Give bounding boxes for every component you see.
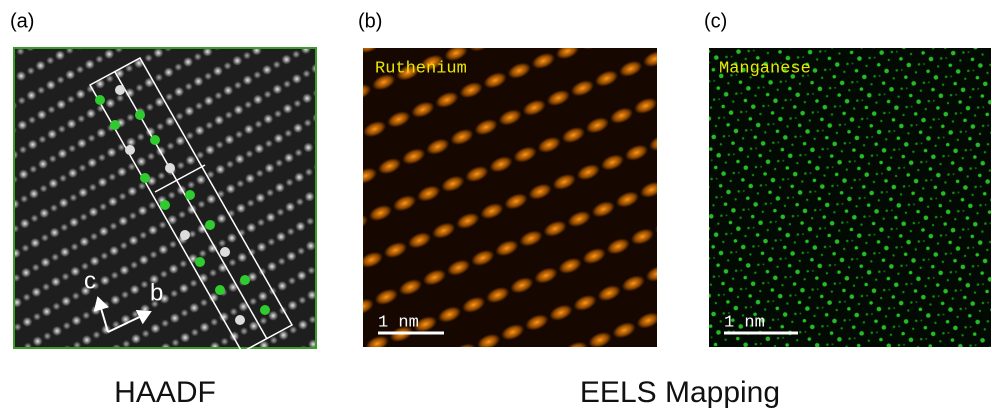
element-label: Ruthenium <box>375 59 467 78</box>
figure: (a) (b) (c) c b Ruthenium 1 nm Manganese… <box>0 0 992 414</box>
manganese-map <box>709 48 991 347</box>
axis-label: c <box>84 267 96 294</box>
element-label: Manganese <box>719 59 811 78</box>
panel-label: (a) <box>10 10 34 32</box>
axis-label: b <box>150 279 163 306</box>
caption: EELS Mapping <box>580 376 780 409</box>
panel-label: (b) <box>358 10 382 32</box>
caption: HAADF <box>114 376 216 409</box>
scale-bar-label: 1 nm <box>378 313 419 332</box>
ruthenium-map <box>363 48 657 347</box>
panel-label: (c) <box>704 10 727 32</box>
scale-bar-label: 1 nm <box>724 313 765 332</box>
haadf-image <box>14 48 316 348</box>
